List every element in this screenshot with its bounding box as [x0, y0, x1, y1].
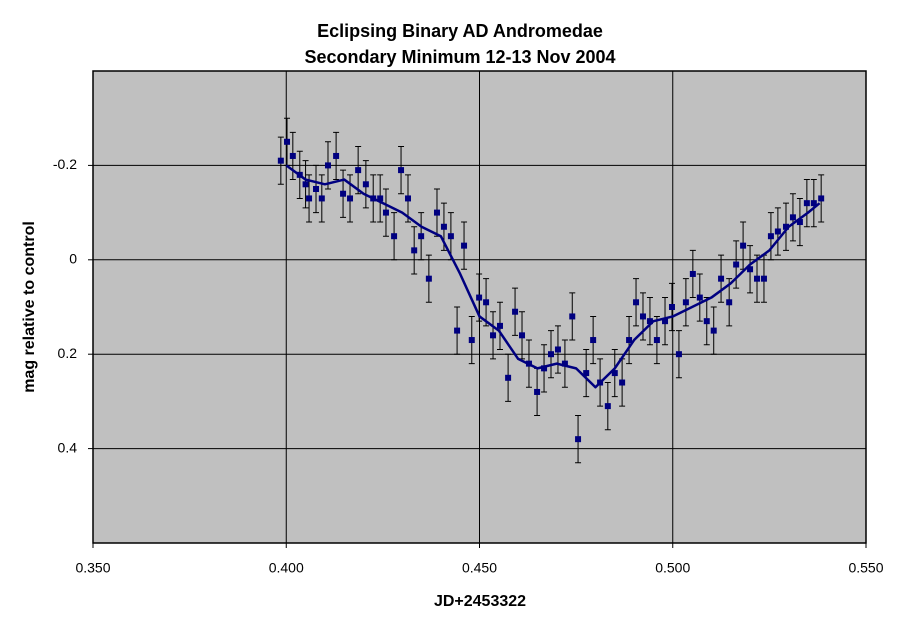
data-point — [747, 266, 754, 273]
data-point — [324, 162, 331, 169]
data-point — [284, 138, 291, 145]
data-point — [490, 332, 497, 339]
data-point — [377, 195, 384, 202]
data-point — [440, 223, 447, 230]
chart-subtitle: Secondary Minimum 12-13 Nov 2004 — [304, 47, 615, 67]
data-point — [760, 275, 767, 282]
data-point — [505, 374, 512, 381]
data-point — [561, 360, 568, 367]
data-point — [541, 365, 548, 372]
data-point — [619, 379, 626, 386]
data-point — [391, 233, 398, 240]
data-point — [703, 318, 710, 325]
data-point — [818, 195, 825, 202]
data-point — [590, 337, 597, 344]
data-point — [774, 228, 781, 235]
data-point — [675, 351, 682, 358]
data-point — [340, 190, 347, 197]
data-point — [347, 195, 354, 202]
data-point — [583, 370, 590, 377]
data-point — [796, 219, 803, 226]
data-point — [803, 200, 810, 207]
data-point — [733, 261, 740, 268]
data-point — [633, 299, 640, 306]
data-point — [754, 275, 761, 282]
data-point — [548, 351, 555, 358]
data-point — [496, 322, 503, 329]
data-point — [782, 223, 789, 230]
chart-title: Eclipsing Binary AD Andromedae — [317, 21, 603, 41]
data-point — [689, 270, 696, 277]
data-point — [382, 209, 389, 216]
data-point — [534, 388, 541, 395]
data-point — [726, 299, 733, 306]
data-point — [483, 299, 490, 306]
data-point — [398, 167, 405, 174]
data-point — [433, 209, 440, 216]
data-point — [696, 294, 703, 301]
data-point — [789, 214, 796, 221]
trend-line — [285, 164, 821, 389]
data-point — [461, 242, 468, 249]
x-tick-label: 0.400 — [269, 560, 304, 576]
data-point — [302, 181, 309, 188]
data-point — [468, 337, 475, 344]
data-point — [718, 275, 725, 282]
y-tick-label: 0.2 — [58, 345, 78, 361]
data-point — [362, 181, 369, 188]
x-axis-title: JD+2453322 — [434, 593, 526, 610]
x-tick-label: 0.500 — [655, 560, 690, 576]
x-tick-label: 0.350 — [75, 560, 110, 576]
data-point — [767, 233, 774, 240]
data-point — [710, 327, 717, 334]
x-tick-label: 0.550 — [848, 560, 883, 576]
data-point — [447, 233, 454, 240]
data-point — [277, 157, 284, 164]
data-point — [476, 294, 483, 301]
data-point — [519, 332, 526, 339]
data-point — [512, 308, 519, 315]
data-point — [404, 195, 411, 202]
data-point — [313, 186, 320, 192]
data-point — [569, 313, 576, 320]
data-point — [318, 195, 325, 202]
data-point — [653, 337, 660, 344]
data-point — [646, 318, 653, 325]
data-point — [418, 233, 425, 240]
data-point — [554, 346, 561, 353]
plot-border — [92, 70, 867, 544]
data-point — [425, 275, 432, 282]
data-point — [740, 242, 747, 249]
data-point — [355, 167, 362, 174]
data-point — [411, 247, 418, 254]
data-point — [575, 436, 582, 443]
y-tick-label: -0.2 — [53, 156, 77, 172]
data-point — [333, 152, 340, 159]
data-point — [682, 299, 689, 306]
data-point — [639, 313, 646, 320]
data-point — [611, 370, 618, 377]
data-point — [810, 200, 817, 207]
data-point — [662, 318, 669, 325]
x-tick-label: 0.450 — [462, 560, 497, 576]
y-axis-title: mag relative to control — [21, 221, 38, 393]
data-point — [306, 195, 313, 202]
data-point — [668, 304, 675, 310]
y-tick-label: 0.4 — [58, 439, 78, 455]
data-point — [454, 327, 461, 334]
data-point — [289, 152, 296, 159]
y-tick-label: 0 — [69, 251, 77, 267]
data-point — [604, 403, 611, 410]
data-point — [626, 337, 633, 344]
